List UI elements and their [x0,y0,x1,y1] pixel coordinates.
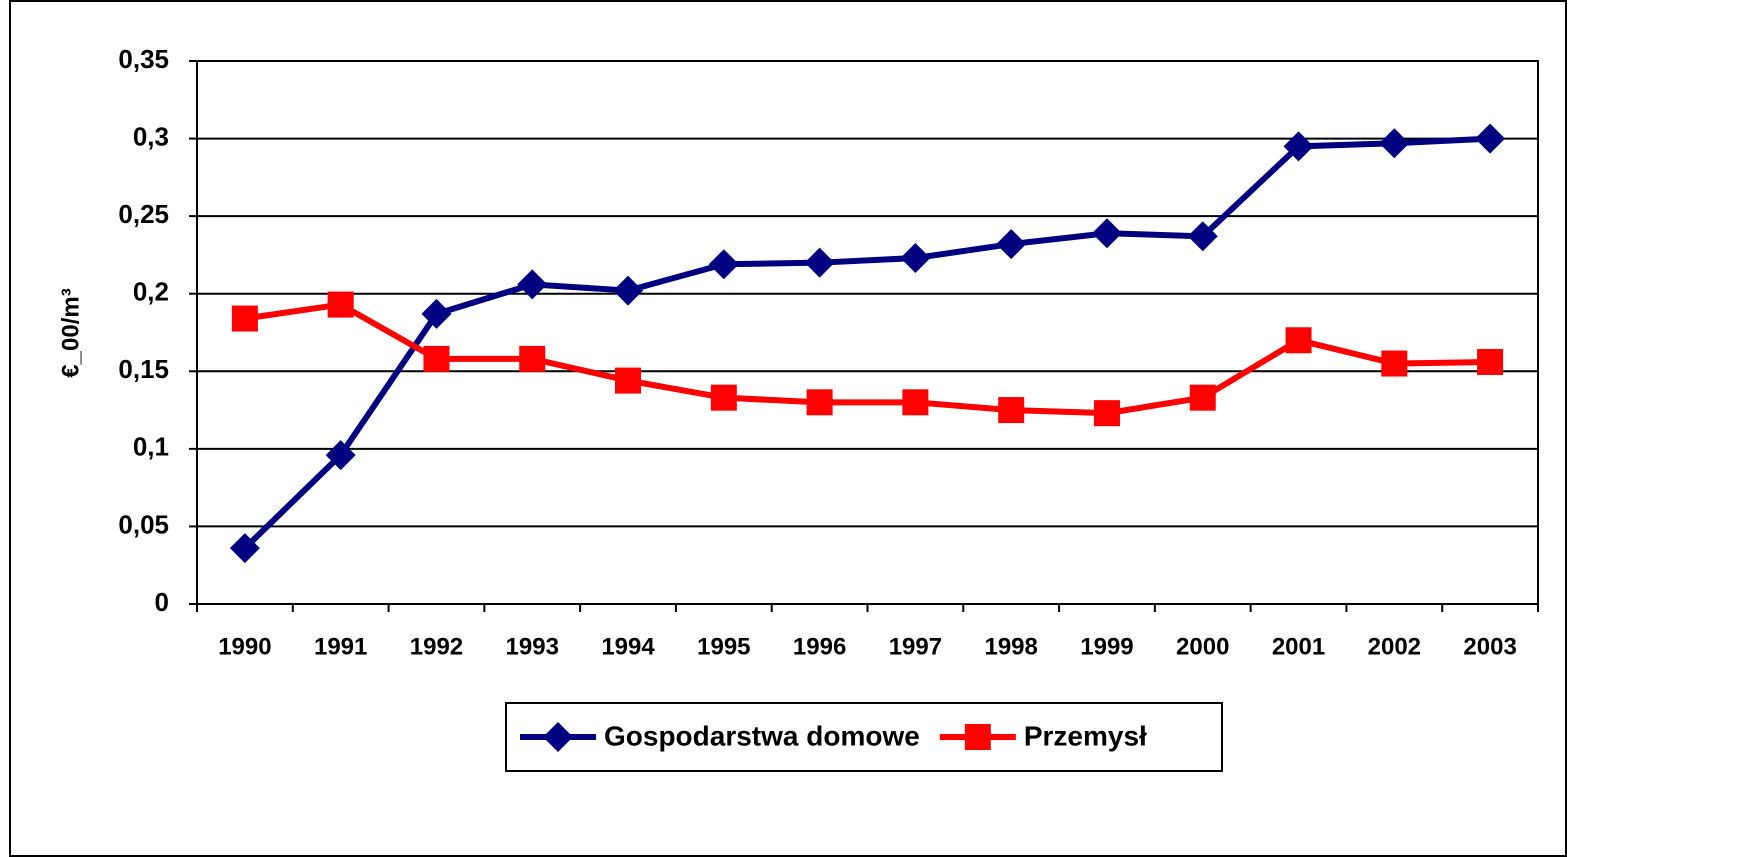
legend-label: Przemysł [1024,720,1147,751]
data-point [1091,218,1122,249]
data-point [1379,128,1410,159]
legend [505,702,1223,772]
x-tick-label: 2001 [1272,633,1325,660]
data-point [325,440,356,471]
data-point [615,367,642,394]
data-point [231,305,258,332]
data-point [421,298,452,329]
y-tick-label: 0,15 [118,354,169,384]
data-point [708,249,739,280]
y-tick-label: 0,1 [133,432,169,462]
legend-marker [964,724,991,750]
data-point [996,229,1027,260]
data-point [998,397,1025,424]
data-point [1189,384,1216,411]
x-tick-label: 2003 [1463,633,1516,660]
data-point [902,389,929,416]
x-tick-label: 1992 [410,633,463,660]
data-point [710,384,737,411]
data-point [423,345,450,372]
data-point [1475,123,1506,154]
x-tick-label: 1991 [314,633,367,660]
x-tick-label: 1993 [506,633,559,660]
y-tick-label: 0,25 [118,199,169,229]
series-line [244,301,1491,417]
data-point [613,275,644,306]
y-tick-label: 0 [155,587,169,617]
data-point [519,345,546,372]
data-point [517,269,548,300]
y-tick-label: 0,3 [133,121,169,151]
data-point [327,291,354,318]
data-point [900,243,931,274]
x-tick-label: 1997 [889,633,942,660]
data-point [1093,400,1120,427]
data-point [804,247,835,278]
y-tick-label: 0,05 [118,509,169,539]
x-tick-label: 1999 [1080,633,1133,660]
data-point [1477,348,1504,375]
data-point [1381,350,1408,377]
legend-marker [543,722,573,752]
y-tick-label: 0,35 [118,44,169,74]
x-tick-label: 1996 [793,633,846,660]
x-tick-label: 2000 [1176,633,1229,660]
y-axis-label: €_00/m³ [57,288,84,377]
series-line [242,135,1491,551]
data-point [806,389,833,416]
legend-label: Gospodarstwa domowe [604,720,920,751]
y-tick-label: 0,2 [133,277,169,307]
x-tick-label: 2002 [1368,633,1421,660]
data-point [1285,327,1312,354]
data-point [229,533,260,564]
x-tick-label: 1994 [601,633,655,660]
x-tick-label: 1998 [984,633,1037,660]
data-point [1187,221,1218,252]
x-tick-label: 1995 [697,633,750,660]
data-point [1283,131,1314,162]
x-tick-label: 1990 [218,633,271,660]
